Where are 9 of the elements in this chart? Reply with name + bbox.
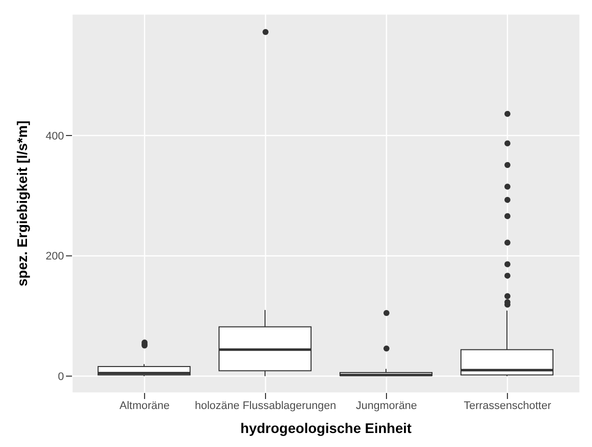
x-tick-label: Altmoräne bbox=[120, 400, 170, 412]
y-tick-label: 400 bbox=[46, 130, 64, 142]
x-tick-label: Terrassenschotter bbox=[464, 400, 552, 412]
y-axis-title: spez. Ergiebigkeit [l/s*m] bbox=[14, 120, 30, 286]
y-tick-label: 200 bbox=[46, 250, 64, 263]
x-tick-label: Jungmoräne bbox=[356, 400, 418, 412]
x-axis-title: hydrogeologische Einheit bbox=[240, 420, 412, 436]
x-tick-label: holozäne Flussablagerungen bbox=[194, 400, 336, 412]
y-tick-label: 0 bbox=[58, 371, 64, 384]
